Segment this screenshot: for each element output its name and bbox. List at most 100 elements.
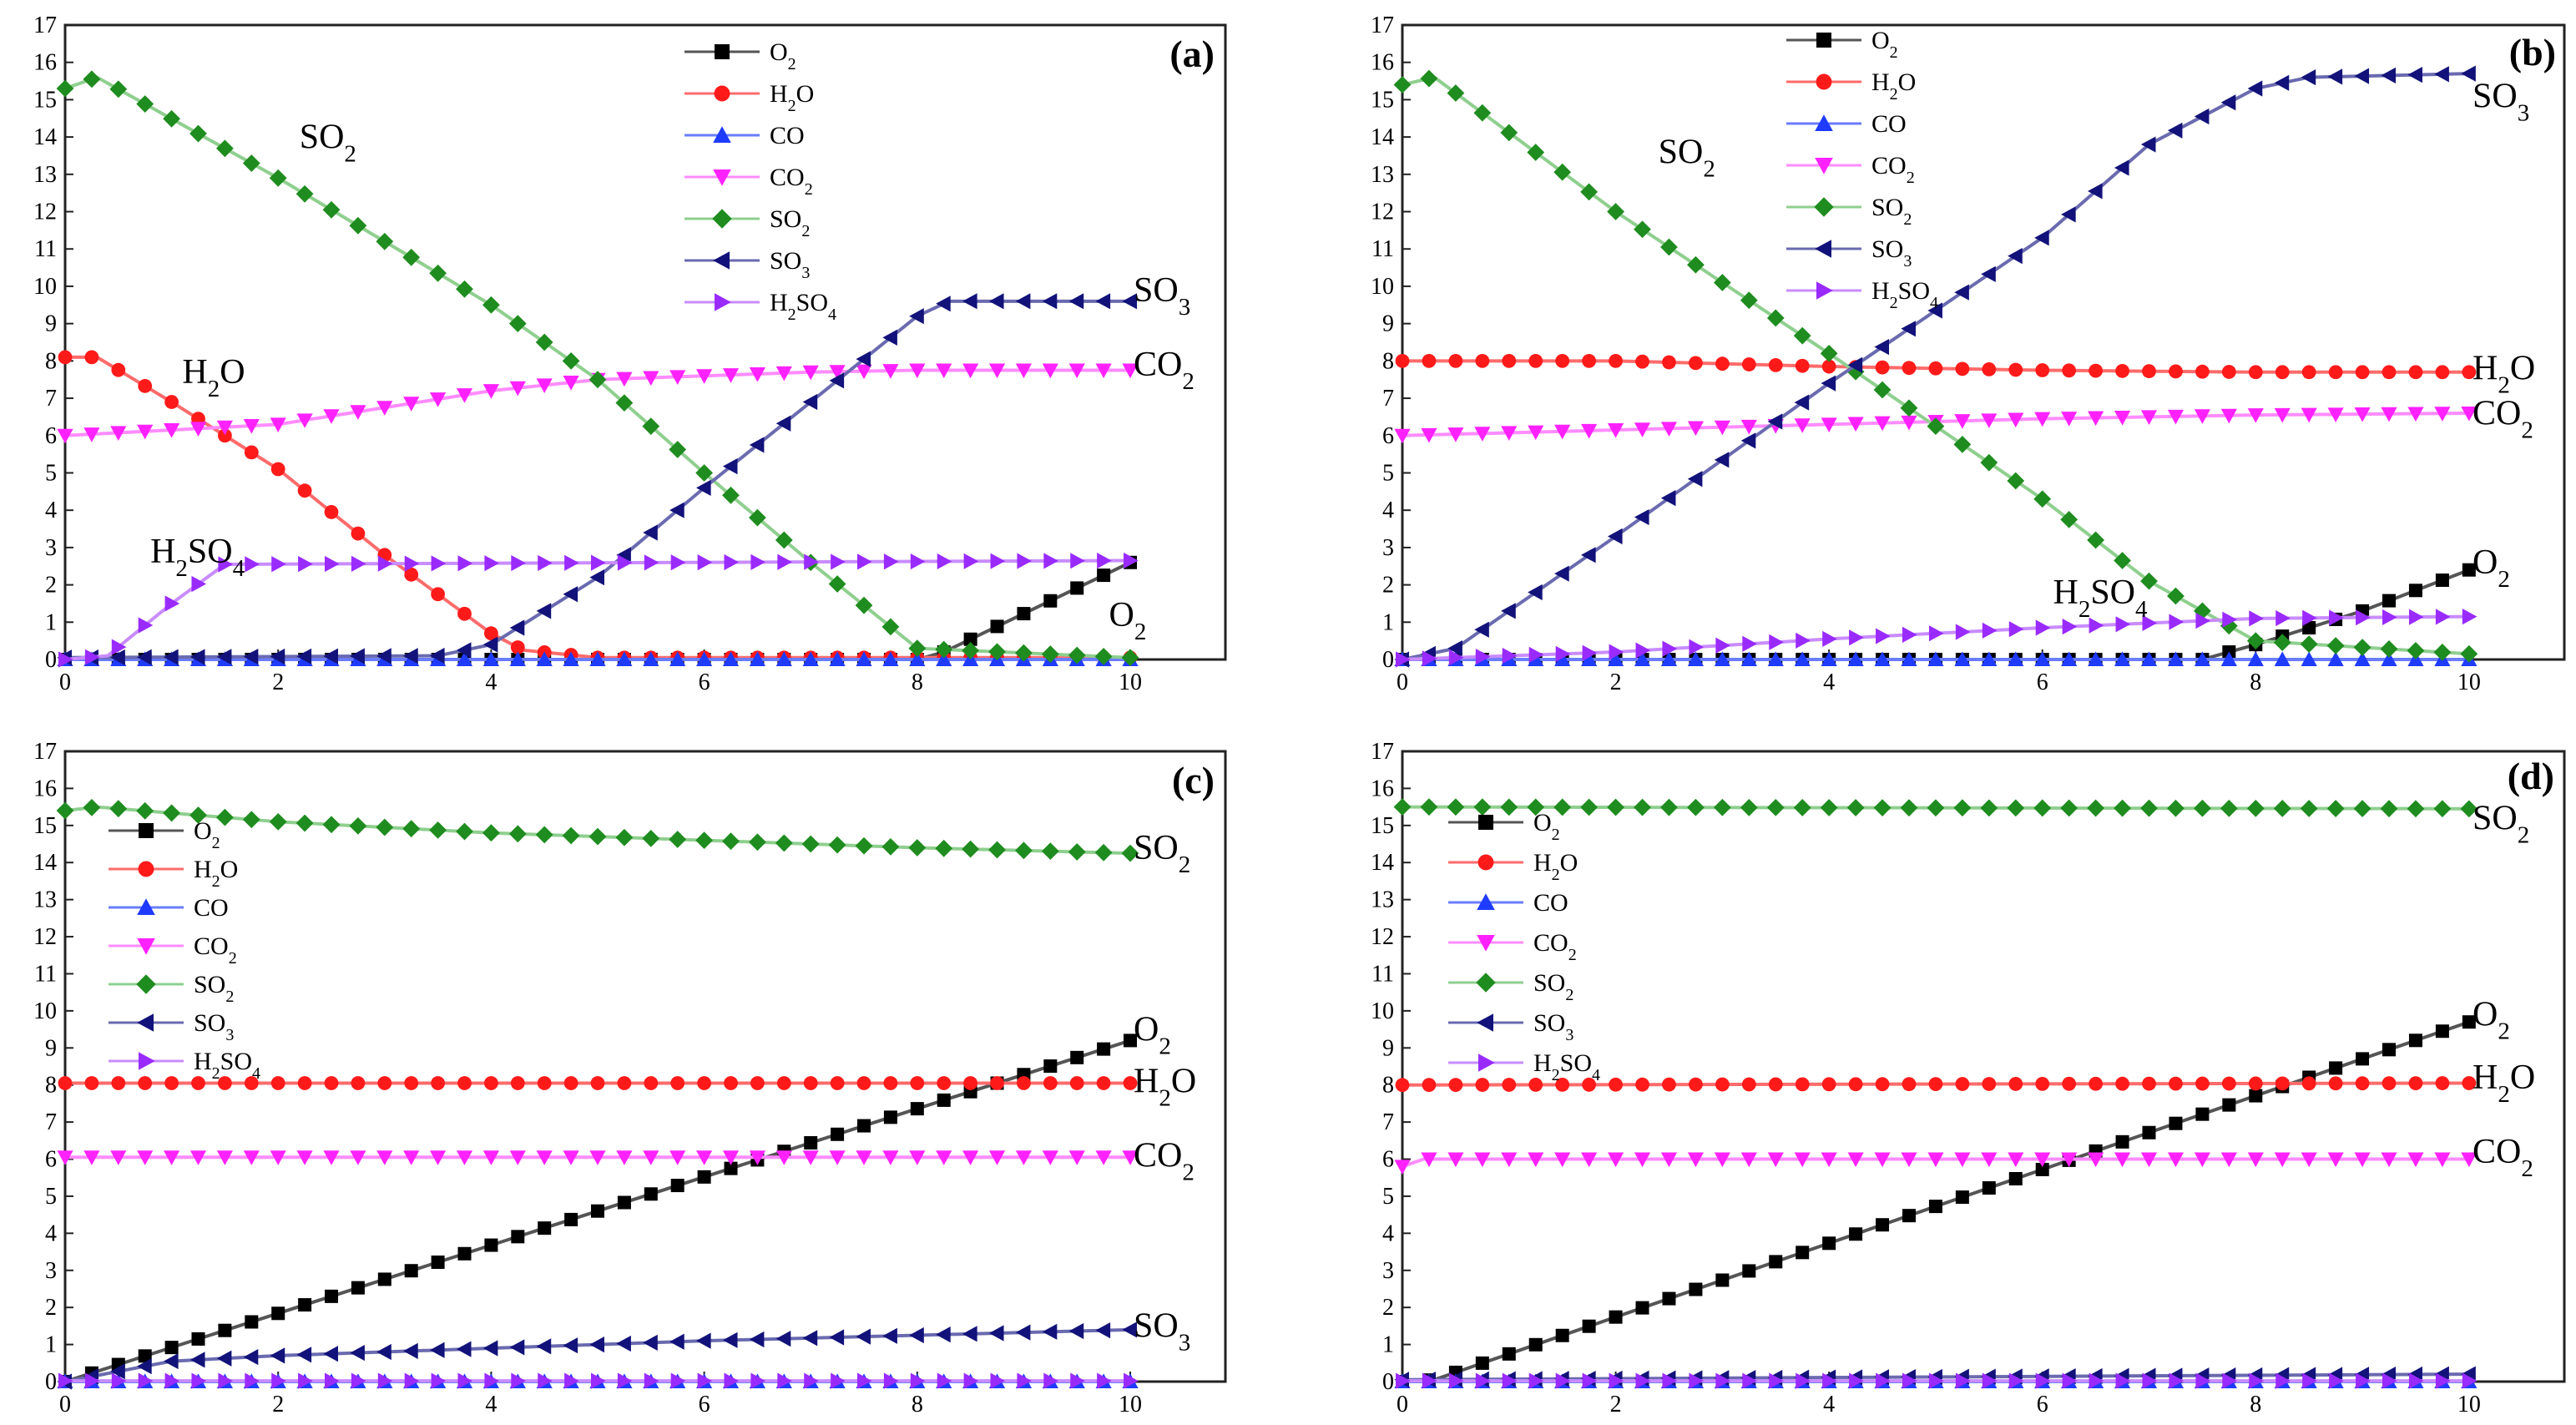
data-point-H2SO4: [1769, 1372, 1784, 1389]
data-point-SO3: [802, 393, 818, 411]
data-point-SO2: [669, 831, 687, 848]
data-point-H2SO4: [351, 1372, 366, 1389]
data-point-O2: [670, 1179, 684, 1193]
series-CO2: [57, 363, 1139, 444]
data-point-H2O: [1475, 1078, 1490, 1092]
data-point-CO2: [2114, 1152, 2131, 1168]
legend-marker: [715, 44, 730, 59]
data-point-H2O: [84, 1076, 99, 1090]
data-point-H2SO4: [2089, 1372, 2104, 1389]
data-point-CO2: [2088, 1152, 2104, 1168]
data-point-CO2: [1501, 1152, 1518, 1168]
data-point-H2SO4: [431, 1372, 447, 1389]
data-point-H2O: [2248, 1076, 2263, 1091]
data-point-CO2: [563, 376, 579, 391]
data-point-H2SO4: [1822, 1372, 1837, 1389]
data-point-SO3: [430, 647, 445, 664]
y-tick-label: 6: [1382, 1147, 1394, 1173]
data-point-CO2: [2194, 1152, 2210, 1168]
legend-marker: [137, 938, 155, 955]
x-tick-label: 8: [2250, 670, 2261, 695]
data-point-H2SO4: [2408, 1372, 2424, 1389]
data-point-SO3: [1714, 452, 1730, 468]
series-SO2: [1393, 798, 2478, 818]
data-point-CO2: [57, 1150, 73, 1165]
data-point-O2: [2222, 1098, 2236, 1112]
panel-label: (b): [2509, 31, 2556, 73]
data-point-SO2: [216, 139, 234, 158]
data-point-H2SO4: [591, 554, 606, 571]
data-point-SO2: [1420, 798, 1438, 816]
data-point-SO2: [828, 836, 846, 854]
data-point-CO2: [1714, 1152, 1730, 1168]
data-point-SO3: [802, 1330, 818, 1347]
data-point-SO2: [2246, 799, 2265, 817]
data-point-CO2: [936, 363, 952, 379]
data-point-SO3: [616, 1335, 631, 1352]
data-point-SO2: [2220, 799, 2238, 817]
data-point-CO2: [669, 370, 686, 385]
data-point-SO3: [270, 648, 285, 665]
data-point-SO3: [2194, 108, 2210, 125]
data-point-CO2: [1821, 1152, 1837, 1168]
data-point-SO3: [1581, 547, 1596, 563]
data-point-SO3: [536, 603, 552, 619]
data-point-H2O: [58, 350, 73, 365]
data-point-CO: [1981, 651, 1998, 666]
data-point-H2O: [2462, 1076, 2477, 1090]
data-point-SO3: [1660, 490, 1676, 507]
data-point-SO3: [829, 1329, 845, 1346]
data-point-CO2: [1042, 363, 1058, 379]
data-point-SO2: [1447, 798, 1465, 816]
legend-marker: [1816, 33, 1831, 48]
y-tick-label: 2: [1382, 1295, 1394, 1321]
data-point-CO2: [2140, 1152, 2158, 1168]
data-point-SO2: [1094, 647, 1113, 665]
data-point-CO: [722, 651, 740, 666]
data-point-SO3: [1981, 265, 1996, 283]
data-point-O2: [1822, 1236, 1836, 1251]
data-point-CO: [1740, 651, 1757, 666]
data-point-CO2: [2194, 409, 2210, 424]
data-point-SO3: [323, 648, 339, 664]
legend-label: H2SO4: [1871, 277, 1938, 312]
legend-marker: [138, 861, 154, 877]
y-tick-label: 8: [1382, 1073, 1394, 1099]
data-point-CO2: [1660, 422, 1678, 437]
data-point-H2SO4: [644, 1372, 659, 1389]
series-annotation: O2: [1134, 1010, 1171, 1059]
data-point-SO2: [722, 486, 740, 504]
data-point-CO2: [2088, 411, 2104, 427]
series-annotation: O2: [2472, 543, 2510, 593]
data-point-SO3: [1122, 293, 1138, 310]
data-point-SO2: [1953, 435, 1972, 453]
data-point-H2O: [1475, 353, 1490, 368]
x-tick-label: 6: [699, 670, 710, 695]
data-point-CO2: [1874, 416, 1891, 432]
legend-marker: [139, 1052, 155, 1070]
data-point-SO3: [430, 1342, 445, 1358]
data-point-H2O: [1902, 361, 1917, 376]
x-tick-label: 8: [2250, 1392, 2261, 1417]
data-point-SO2: [749, 833, 766, 851]
data-point-CO: [936, 651, 952, 666]
data-point-CO2: [456, 388, 473, 403]
data-point-H2O: [1555, 1077, 1570, 1092]
data-point-SO2: [56, 801, 74, 820]
data-point-H2SO4: [484, 555, 500, 572]
data-point-SO3: [1015, 1324, 1031, 1341]
data-point-SO2: [2273, 634, 2291, 652]
data-point-H2SO4: [1448, 649, 1464, 666]
y-tick-label: 14: [1371, 850, 1394, 876]
data-point-CO: [1927, 651, 1944, 666]
data-point-H2SO4: [2382, 1372, 2397, 1389]
data-point-H2SO4: [2302, 1372, 2317, 1389]
data-point-H2O: [1875, 1077, 1890, 1092]
x-tick-label: 6: [699, 1392, 710, 1417]
data-point-SO2: [1121, 649, 1139, 667]
legend-item-CO: CO: [1786, 110, 1907, 138]
data-point-SO2: [695, 831, 714, 849]
data-point-SO2: [322, 816, 341, 834]
data-point-SO3: [749, 1331, 765, 1348]
